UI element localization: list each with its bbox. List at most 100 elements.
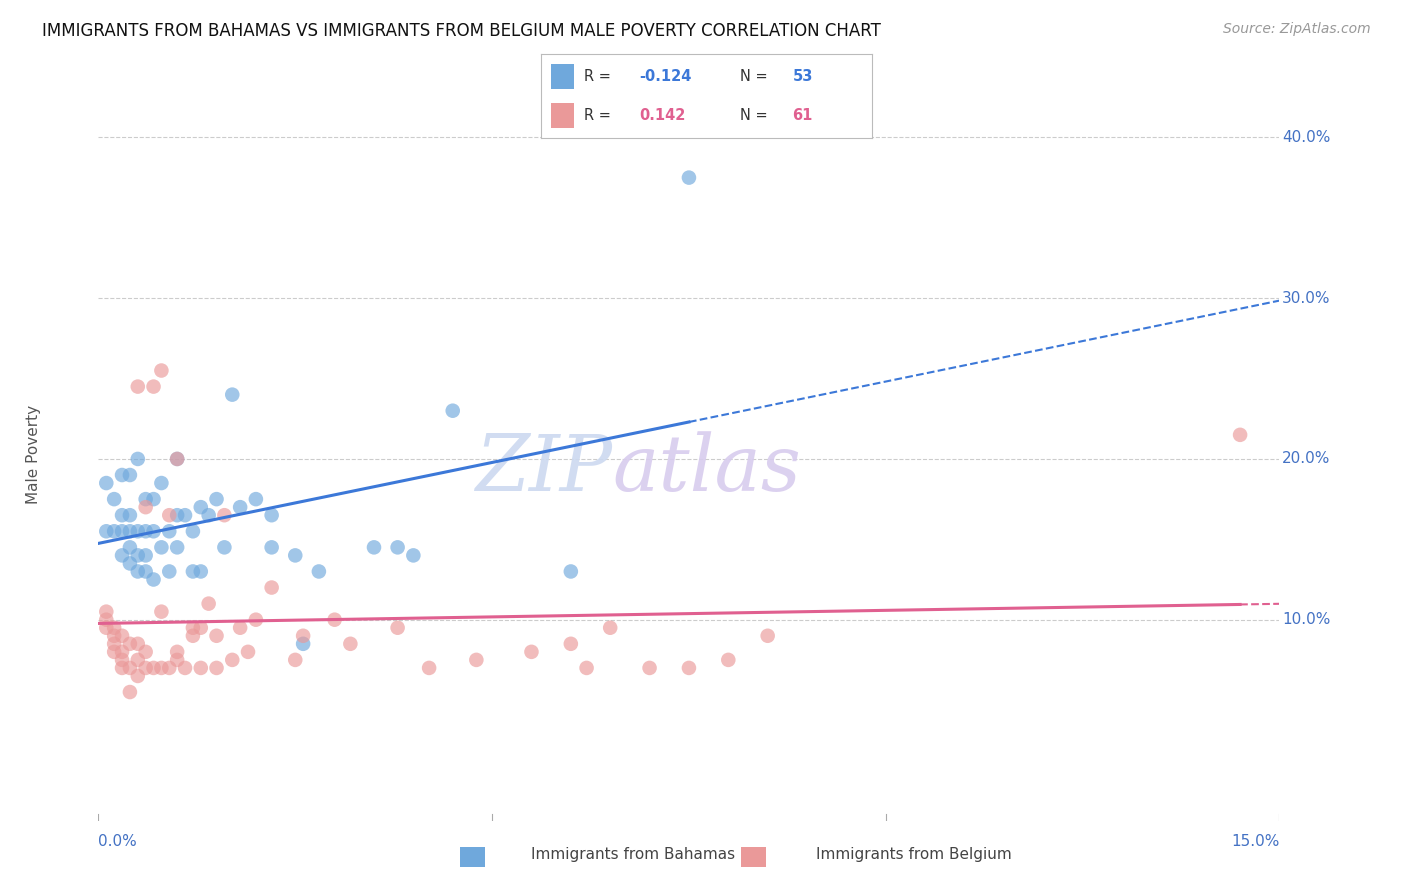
Point <box>363 541 385 555</box>
Text: R =: R = <box>585 108 612 123</box>
Point <box>111 629 134 643</box>
Point <box>190 621 212 635</box>
Point <box>111 524 134 539</box>
Point <box>157 524 180 539</box>
Point <box>150 605 173 619</box>
Point <box>118 468 141 483</box>
Point <box>127 549 149 563</box>
Point <box>520 645 543 659</box>
Point <box>292 637 315 651</box>
Point <box>127 565 149 579</box>
Point <box>111 549 134 563</box>
Text: R =: R = <box>585 69 612 84</box>
Point <box>181 629 204 643</box>
Point <box>135 565 157 579</box>
Point <box>166 645 188 659</box>
Point <box>387 541 409 555</box>
Point <box>103 524 125 539</box>
Point <box>465 653 488 667</box>
Point <box>323 613 346 627</box>
Point <box>96 613 118 627</box>
Point <box>103 629 125 643</box>
Point <box>118 508 141 523</box>
Point <box>166 452 188 467</box>
Point <box>166 452 188 467</box>
Point <box>118 524 141 539</box>
Point <box>221 653 243 667</box>
Point <box>127 524 149 539</box>
Point <box>214 541 236 555</box>
Point <box>181 524 204 539</box>
Point <box>245 613 267 627</box>
Text: 53: 53 <box>793 69 813 84</box>
Point <box>229 500 252 515</box>
Point <box>127 637 149 651</box>
Point <box>166 508 188 523</box>
Text: N =: N = <box>740 69 768 84</box>
Point <box>260 581 283 595</box>
Text: 15.0%: 15.0% <box>1232 833 1279 848</box>
Text: Source: ZipAtlas.com: Source: ZipAtlas.com <box>1223 22 1371 37</box>
Point <box>135 524 157 539</box>
Point <box>96 524 118 539</box>
Point <box>135 500 157 515</box>
Text: 10.0%: 10.0% <box>1282 612 1330 627</box>
Point <box>678 661 700 675</box>
Point <box>260 508 283 523</box>
Text: -0.124: -0.124 <box>638 69 692 84</box>
Point <box>142 573 165 587</box>
Point <box>575 661 598 675</box>
Text: N =: N = <box>740 108 768 123</box>
Point <box>174 661 197 675</box>
Point <box>111 661 134 675</box>
Point <box>118 685 141 699</box>
Point <box>292 629 315 643</box>
Point <box>111 645 134 659</box>
Point <box>150 661 173 675</box>
Point <box>339 637 361 651</box>
Point <box>284 653 307 667</box>
Point <box>96 621 118 635</box>
Point <box>260 541 283 555</box>
Point <box>560 637 582 651</box>
Point <box>118 557 141 571</box>
Point <box>197 508 219 523</box>
Point <box>1229 427 1251 442</box>
Point <box>387 621 409 635</box>
Point <box>157 661 180 675</box>
Point <box>190 565 212 579</box>
Point <box>190 661 212 675</box>
Point <box>308 565 330 579</box>
Point <box>678 170 700 185</box>
Text: 0.142: 0.142 <box>638 108 685 123</box>
Point <box>181 621 204 635</box>
Point <box>190 500 212 515</box>
Text: Male Poverty: Male Poverty <box>25 405 41 505</box>
Point <box>127 669 149 683</box>
Point <box>150 363 173 377</box>
Bar <box>551 103 575 128</box>
Point <box>142 524 165 539</box>
Point <box>205 661 228 675</box>
Point <box>142 492 165 507</box>
Point <box>599 621 621 635</box>
Point <box>127 653 149 667</box>
Text: 30.0%: 30.0% <box>1282 291 1330 306</box>
Point <box>118 637 141 651</box>
Text: 61: 61 <box>793 108 813 123</box>
Point <box>135 661 157 675</box>
Point <box>135 645 157 659</box>
Point <box>157 508 180 523</box>
Point <box>205 492 228 507</box>
Point <box>205 629 228 643</box>
Text: IMMIGRANTS FROM BAHAMAS VS IMMIGRANTS FROM BELGIUM MALE POVERTY CORRELATION CHAR: IMMIGRANTS FROM BAHAMAS VS IMMIGRANTS FR… <box>42 22 882 40</box>
Point <box>103 492 125 507</box>
Text: Immigrants from Bahamas: Immigrants from Bahamas <box>530 847 735 862</box>
Point <box>150 476 173 491</box>
Point <box>402 549 425 563</box>
Point <box>717 653 740 667</box>
Point <box>181 565 204 579</box>
Point <box>174 508 197 523</box>
Point <box>127 452 149 467</box>
Point <box>221 387 243 401</box>
